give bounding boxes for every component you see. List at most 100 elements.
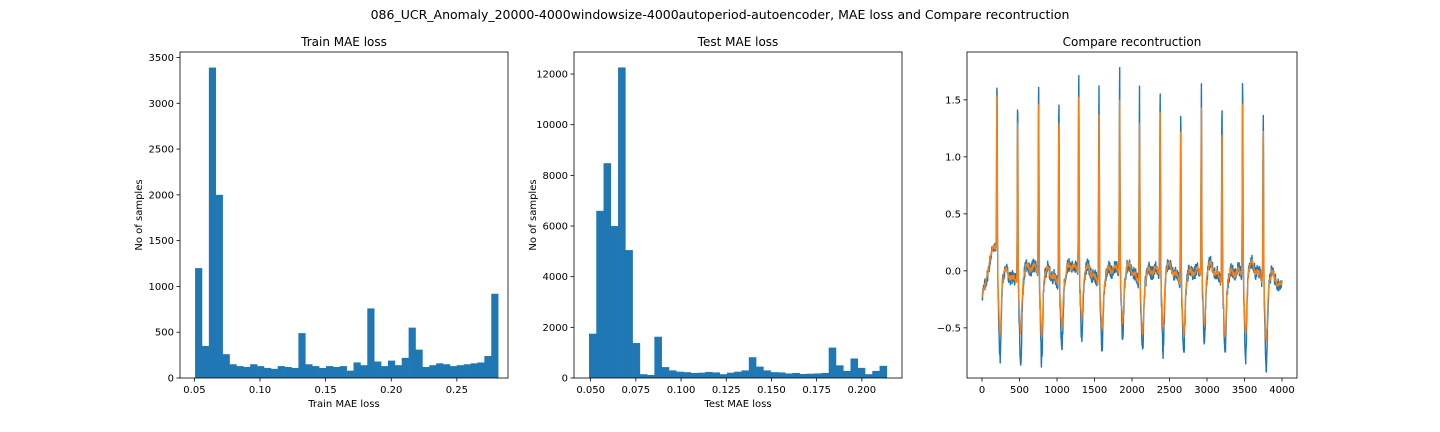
histogram-bar	[727, 372, 735, 378]
x-tick-label: 0.200	[848, 385, 877, 396]
histogram-bar	[879, 365, 888, 378]
histogram-bar	[346, 370, 354, 378]
histogram-bar	[436, 363, 444, 378]
histogram-bar	[277, 366, 285, 378]
histogram-bars	[589, 67, 888, 378]
axes-frame	[179, 51, 509, 379]
histogram-bar	[394, 365, 403, 378]
histogram-bar	[770, 372, 779, 378]
y-tick-label: −0.5	[937, 323, 961, 334]
x-tick-label: 1500	[1082, 385, 1107, 396]
x-tick-label: 0.050	[576, 385, 605, 396]
y-tick-label: 0	[168, 374, 174, 385]
x-tick-label: 4000	[1269, 385, 1294, 396]
histogram-bar	[806, 373, 815, 378]
histogram-bar	[367, 308, 375, 378]
axes-title: Train MAE loss	[300, 35, 387, 49]
histogram-bar	[756, 366, 764, 378]
y-tick-label: 6000	[543, 222, 568, 233]
histogram-bar	[456, 365, 465, 378]
series-line-reconstruction	[981, 95, 1283, 343]
histogram-bar	[741, 370, 750, 378]
histogram-bar	[332, 367, 341, 378]
histogram-bar	[236, 366, 244, 378]
x-tick-label: 0.175	[802, 385, 831, 396]
histogram-bar	[625, 250, 633, 378]
y-tick-label: 0.5	[945, 209, 961, 220]
histogram-bar	[603, 163, 612, 378]
histogram-bar	[319, 367, 327, 378]
y-tick-label: 0.0	[945, 266, 961, 277]
histogram-bar	[422, 367, 430, 378]
histogram-bar	[484, 356, 492, 378]
x-axis-label: Train MAE loss	[307, 399, 379, 410]
x-tick-label: 0.100	[667, 385, 696, 396]
histogram-bar	[777, 372, 786, 378]
y-tick-label: 1.0	[945, 152, 961, 163]
histogram-bar	[415, 349, 423, 378]
histogram-bar	[857, 367, 866, 378]
histogram-bar	[618, 67, 626, 378]
histogram-bar	[748, 357, 757, 378]
histogram-bar	[814, 373, 822, 378]
x-tick-label: 0.05	[183, 385, 205, 396]
x-axis-label: Test MAE loss	[703, 399, 771, 410]
y-tick-label: 2000	[149, 190, 174, 201]
x-tick-label: 0.25	[446, 385, 468, 396]
y-tick-label: 2000	[543, 323, 568, 334]
histogram-bar	[463, 364, 471, 378]
histogram-bar	[305, 364, 313, 378]
histogram-bar	[250, 364, 258, 378]
histogram-bar	[763, 370, 771, 378]
histogram-bar	[792, 372, 800, 378]
y-axis-label: No of samples	[134, 179, 145, 250]
histogram-bar	[470, 363, 478, 378]
histogram-bar	[449, 366, 458, 378]
histogram-bar	[443, 364, 451, 378]
test-loss-histogram-panel: Test MAE loss 0.050 0.075 0.100 0.125 0.150 0.…	[528, 35, 903, 410]
histogram-bar	[799, 373, 808, 378]
histogram-bar	[865, 374, 873, 378]
histogram-bar	[632, 343, 641, 378]
histogram-bars	[195, 67, 499, 378]
y-tick-label: 4000	[543, 272, 568, 283]
histogram-bar	[325, 366, 334, 378]
histogram-bar	[339, 366, 347, 378]
x-tick-label: 0.125	[712, 385, 741, 396]
histogram-bar	[734, 371, 742, 378]
histogram-bar	[872, 370, 880, 378]
histogram-bar	[596, 210, 604, 378]
histogram-bar	[408, 327, 416, 378]
histogram-bar	[270, 368, 279, 378]
y-tick-label: 500	[155, 328, 174, 339]
histogram-bar	[387, 360, 396, 378]
histogram-bar	[429, 365, 437, 378]
x-tick-label: 500	[1010, 385, 1029, 396]
histogram-bar	[298, 333, 306, 378]
histogram-bar	[284, 367, 292, 378]
histogram-bar	[676, 371, 684, 378]
histogram-bar	[589, 333, 597, 378]
histogram-bar	[353, 362, 361, 378]
histogram-bar	[243, 367, 251, 378]
x-tick-label: 1000	[1044, 385, 1069, 396]
histogram-bar	[639, 374, 648, 378]
y-axis-label: No of samples	[528, 179, 539, 250]
histogram-bar	[712, 372, 721, 378]
y-tick-label: 12000	[536, 70, 568, 81]
y-tick-label: 3000	[149, 99, 174, 110]
histogram-bar	[195, 268, 203, 378]
histogram-bar	[477, 362, 485, 378]
x-tick-label: 2000	[1119, 385, 1144, 396]
histogram-bar	[690, 372, 699, 378]
histogram-bar	[312, 366, 320, 378]
histogram-bar	[850, 358, 859, 378]
axes-title: Compare recontruction	[1063, 35, 1202, 49]
x-tick-label: 3000	[1194, 385, 1219, 396]
x-tick-label: 0.150	[757, 385, 786, 396]
figure-suptitle: 086_UCR_Anomaly_20000-4000windowsize-400…	[371, 7, 1070, 22]
histogram-bar	[229, 364, 237, 378]
histogram-bar	[215, 194, 223, 378]
histogram-bar	[291, 367, 299, 378]
y-tick-label: 1.5	[945, 95, 961, 106]
